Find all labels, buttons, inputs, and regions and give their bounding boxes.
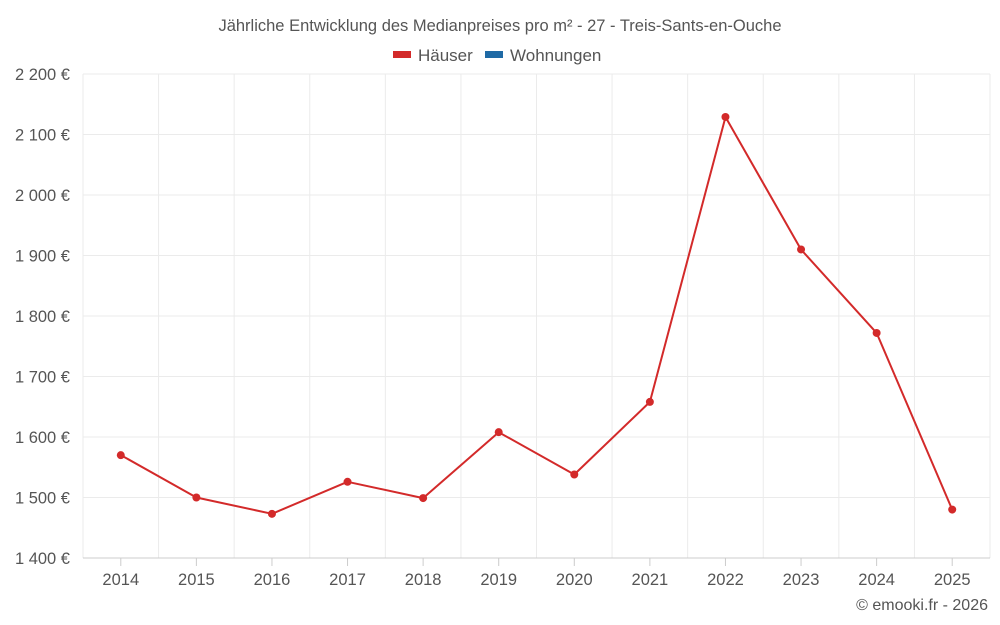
x-tick-label: 2021 — [632, 571, 669, 589]
x-tick-label: 2024 — [858, 571, 895, 589]
data-point[interactable] — [948, 505, 957, 514]
x-tick-label: 2019 — [480, 571, 517, 589]
x-tick-label: 2015 — [178, 571, 215, 589]
data-point[interactable] — [872, 328, 881, 337]
y-tick-label: 1 900 € — [15, 248, 70, 266]
data-point[interactable] — [570, 470, 579, 479]
y-tick-label: 1 500 € — [15, 490, 70, 508]
y-tick-label: 1 400 € — [15, 550, 70, 568]
legend-swatch-haeuser — [393, 51, 411, 58]
data-point[interactable] — [343, 477, 352, 486]
x-axis: 2014 2015 2016 2017 2018 2019 2020 2021 2022 2023… — [83, 557, 990, 589]
legend-item-wohnungen[interactable]: Wohnungen — [485, 46, 601, 65]
y-tick-label: 2 200 € — [15, 66, 70, 84]
chart-title: Jährliche Entwicklung des Medianpreises … — [218, 17, 781, 35]
data-point[interactable] — [797, 245, 806, 254]
data-point[interactable] — [116, 451, 125, 460]
series-line — [120, 116, 954, 515]
legend-label-haeuser: Häuser — [418, 46, 473, 65]
data-point[interactable] — [267, 509, 276, 518]
x-tick-label: 2016 — [254, 571, 291, 589]
y-tick-label: 1 700 € — [15, 369, 70, 387]
y-axis: 1 400 € 1 500 € 1 600 € 1 700 € 1 800 € 1 900… — [15, 66, 70, 568]
x-tick-label: 2018 — [405, 571, 442, 589]
credit-text: © emooki.fr - 2026 — [856, 597, 988, 614]
x-tick-label: 2023 — [783, 571, 820, 589]
legend-item-haeuser[interactable]: Häuser — [393, 46, 473, 65]
x-tick-label: 2022 — [707, 571, 744, 589]
x-gridlines — [82, 74, 991, 558]
y-tick-label: 1 600 € — [15, 429, 70, 447]
legend-swatch-wohnungen — [485, 51, 503, 58]
y-tick-label: 2 000 € — [15, 187, 70, 205]
data-point[interactable] — [494, 428, 503, 437]
x-tick-label: 2014 — [102, 571, 139, 589]
x-tick-label: 2025 — [934, 571, 971, 589]
y-tick-label: 2 100 € — [15, 127, 70, 145]
x-tick-label: 2020 — [556, 571, 593, 589]
data-point[interactable] — [645, 397, 654, 406]
x-tick-label: 2017 — [329, 571, 366, 589]
data-point[interactable] — [419, 494, 428, 503]
data-point[interactable] — [721, 112, 730, 121]
data-point[interactable] — [192, 493, 201, 502]
legend-label-wohnungen: Wohnungen — [510, 46, 601, 65]
series-haeuser — [116, 112, 957, 518]
legend: Häuser Wohnungen — [393, 46, 601, 65]
y-tick-label: 1 800 € — [15, 308, 70, 326]
